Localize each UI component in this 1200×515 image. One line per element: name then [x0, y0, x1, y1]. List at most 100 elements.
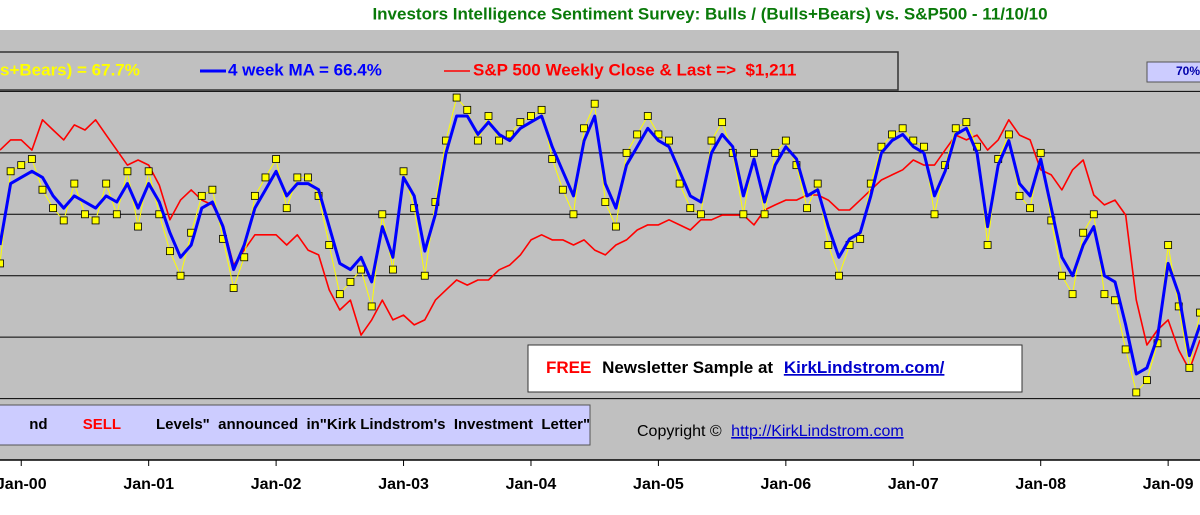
ratio-point: [580, 124, 588, 133]
ratio-point: [134, 222, 142, 231]
levels-end: Levels" announced in"Kirk Lindstrom's In…: [156, 416, 590, 433]
ratio-point: [856, 234, 865, 243]
ratio-point: [81, 210, 89, 219]
ratio-point: [1089, 210, 1098, 219]
ratio-point: [707, 136, 716, 145]
x-tick-label: Jan-02: [251, 476, 302, 493]
x-tick-label: Jan-07: [888, 476, 939, 493]
ratio-point: [1004, 130, 1013, 139]
levels-sell: SELL: [83, 416, 121, 433]
ratio-point: [781, 136, 790, 145]
ratio-point: [123, 167, 132, 176]
ratio-point: [346, 277, 355, 286]
ratio-point: [378, 210, 387, 219]
ratio-point: [633, 130, 642, 139]
ratio-point: [558, 185, 567, 194]
ratio-point: [0, 259, 4, 268]
ratio-point: [240, 253, 249, 262]
ratio-point: [1121, 345, 1130, 354]
ratio-point: [1164, 241, 1173, 249]
ratio-point: [367, 302, 376, 311]
right-box-label: 70%: [1176, 64, 1200, 78]
ratio-point: [739, 210, 748, 219]
ratio-point: [91, 216, 100, 225]
ratio-point: [250, 191, 259, 200]
ratio-point: [166, 247, 174, 256]
levels-box: [0, 404, 591, 446]
ratio-point: [176, 271, 185, 280]
ratio-point: [888, 130, 896, 139]
ratio-point: [643, 112, 652, 120]
ratio-point: [420, 271, 429, 280]
ratio-point: [389, 265, 397, 274]
newsletter-box: [527, 344, 1023, 393]
ratio-point: [919, 142, 928, 151]
x-tick-label: Jan-01: [123, 476, 174, 493]
x-tick-label: Jan-06: [760, 476, 811, 493]
ratio-point: [612, 222, 620, 231]
ratio-point: [675, 179, 684, 188]
x-tick-label: Jan-05: [633, 476, 684, 493]
ratio-point: [750, 148, 758, 157]
x-tick-label: Jan-04: [506, 476, 557, 493]
ratio-point: [38, 185, 47, 194]
x-tick-label: Jan-09: [1143, 476, 1194, 493]
ratio-point: [197, 191, 206, 200]
newsletter-link[interactable]: KirkLindstrom.com/: [784, 358, 945, 377]
ratio-point: [49, 204, 57, 213]
ratio-point: [293, 173, 302, 182]
ratio-point: [1079, 228, 1088, 237]
ratio-point: [1143, 376, 1151, 385]
ma-line: [0, 114, 1200, 376]
legend-label: 4 week MA = 66.4%: [228, 60, 382, 79]
copyright-link[interactable]: http://KirkLindstrom.com: [731, 423, 904, 440]
x-tick-label: Jan-03: [378, 476, 429, 493]
ratio-point: [1015, 191, 1024, 200]
legend-label: S&P 500 Weekly Close & Last => $1,211: [473, 60, 797, 79]
ratio-point: [835, 271, 843, 280]
ratio-point: [495, 136, 504, 145]
x-axis: Jan-00 Jan-01 Jan-02 Jan-03 Jan-04 Jan-05 Jan-…: [0, 459, 1200, 493]
ratio-point: [686, 204, 695, 213]
newsletter-label: Newsletter Sample at: [602, 358, 773, 377]
ratio-point: [983, 241, 992, 249]
levels-text: nd SELL Levels" announced in"Kirk Lindst…: [0, 416, 611, 433]
chart-title: Investors Intelligence Sentiment Survey:…: [372, 4, 1047, 23]
ratio-point: [813, 179, 822, 188]
ratio-point: [1100, 290, 1109, 299]
ratio-point: [760, 210, 769, 219]
ratio-point: [1185, 363, 1194, 372]
ratio-point: [452, 93, 461, 102]
ratio-point: [261, 173, 270, 182]
ratio-point: [357, 265, 365, 274]
ratio-point: [208, 185, 217, 194]
x-tick-label: Jan-00: [0, 476, 47, 493]
ratio-point: [1132, 388, 1141, 397]
ratio-point: [6, 167, 15, 176]
copyright: Copyright © http://KirkLindstrom.com: [637, 423, 904, 440]
ratio-point: [1036, 148, 1045, 157]
ratio-point: [27, 155, 36, 163]
ratio-point: [951, 124, 960, 133]
ratio-point: [325, 241, 334, 249]
ratio-point: [304, 173, 312, 182]
ratio-point: [272, 155, 281, 163]
ratio-point: [144, 167, 153, 176]
ratio-point: [17, 161, 26, 170]
ratio-point: [527, 112, 535, 120]
ratio-point: [622, 148, 631, 157]
ratio-point: [484, 112, 493, 120]
ratio-point: [696, 210, 705, 219]
ratio-point: [771, 148, 780, 157]
ratio-point: [59, 216, 68, 225]
x-tick-label: Jan-08: [1015, 476, 1066, 493]
ratio-point: [930, 210, 939, 219]
levels-start: nd: [29, 416, 47, 433]
ratio-point: [962, 118, 971, 127]
ratio-point: [102, 179, 111, 188]
ratio-point: [229, 284, 238, 292]
ratio-point: [898, 124, 907, 133]
ratio-point: [548, 155, 557, 163]
ratio-point: [473, 136, 482, 145]
